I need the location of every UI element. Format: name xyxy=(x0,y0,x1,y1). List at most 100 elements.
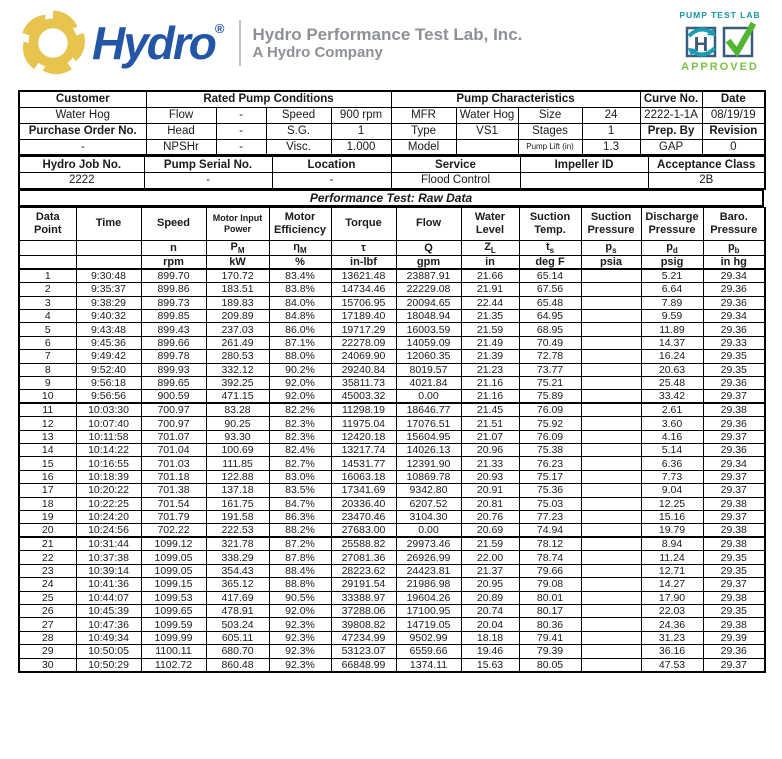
cell: 0.00 xyxy=(395,389,462,405)
cell: 209.89 xyxy=(205,308,270,324)
hydro-logo: Hydro® Hydro Performance Test Lab, Inc. … xyxy=(18,8,522,78)
cell: 27081.36 xyxy=(330,550,397,565)
cell: 29.34 xyxy=(702,268,766,284)
cell: 18 xyxy=(18,496,77,512)
revision-header: Revision xyxy=(701,122,766,140)
cell xyxy=(580,617,642,632)
speed-label: Speed xyxy=(265,106,332,124)
cell: 170.72 xyxy=(205,268,270,284)
raw-data-header: Data Point Time Speed Motor Input Power Moto… xyxy=(18,206,766,271)
cell: 29.33 xyxy=(702,335,766,351)
raw-data-table: Data Point Time Speed Motor Input Power Moto… xyxy=(18,206,766,673)
cell: 72.78 xyxy=(518,349,582,364)
cell: 29.38 xyxy=(702,617,766,632)
cell: 83.8% xyxy=(268,282,332,297)
cell: 26926.99 xyxy=(395,550,462,565)
stages-value: 1 xyxy=(581,122,641,140)
cell: 100.69 xyxy=(205,443,270,458)
cell: 122.88 xyxy=(205,469,270,485)
col-unit: rpm xyxy=(140,254,207,271)
mfr-value: Water Hog xyxy=(455,106,519,124)
cell: 20 xyxy=(18,523,77,539)
col-unit xyxy=(18,254,77,271)
cell: 75.89 xyxy=(518,389,582,405)
sg-value: 1 xyxy=(330,122,392,140)
cell: 1100.11 xyxy=(140,644,207,659)
cell: 3.60 xyxy=(640,416,704,431)
cell: 10:24:20 xyxy=(75,510,142,525)
cell: 29.36 xyxy=(702,322,766,337)
cell: 1 xyxy=(18,268,77,284)
cell: 29 xyxy=(18,644,77,659)
cell: 25588.82 xyxy=(330,536,397,552)
cell: 88.4% xyxy=(268,563,332,579)
cell: 10:16:55 xyxy=(75,456,142,471)
cell xyxy=(580,657,642,673)
cell: 19717.29 xyxy=(330,322,397,337)
cell: 80.01 xyxy=(518,590,582,606)
cell: 29.37 xyxy=(702,657,766,673)
cell: 18048.94 xyxy=(395,308,462,324)
cell: 90.25 xyxy=(205,416,270,431)
cell: 22278.09 xyxy=(330,335,397,351)
cell xyxy=(580,268,642,284)
cell: 14719.05 xyxy=(395,617,462,632)
cell: 14.37 xyxy=(640,335,704,351)
cell xyxy=(580,630,642,646)
cell: 354.43 xyxy=(205,563,270,579)
cell: 10 xyxy=(18,389,77,405)
cell: 5.21 xyxy=(640,268,704,284)
section-title: Performance Test: Raw Data xyxy=(18,189,764,207)
customer-header: Customer xyxy=(18,90,147,108)
cell: 10:45:39 xyxy=(75,603,142,619)
cell xyxy=(580,523,642,539)
cell xyxy=(580,590,642,606)
col-header: Motor Efficiency xyxy=(268,206,332,241)
col-header: Torque xyxy=(330,206,397,241)
cell: 9:49:42 xyxy=(75,349,142,364)
cell: 11.24 xyxy=(640,550,704,565)
cell: 39808.82 xyxy=(330,617,397,632)
col-symbol: ps xyxy=(580,239,642,256)
badge-title: PUMP TEST LAB xyxy=(679,10,761,20)
cell: 84.8% xyxy=(268,308,332,324)
table-row: 6 9:45:36 899.66 261.49 87.1% 22278.09 14059.0… xyxy=(18,335,766,351)
cell: 7.73 xyxy=(640,469,704,485)
cell: 12.25 xyxy=(640,496,704,512)
cell: 10:50:05 xyxy=(75,644,142,659)
cell: 5 xyxy=(18,322,77,337)
cell: 29.36 xyxy=(702,644,766,659)
cell: 29973.46 xyxy=(395,536,462,552)
visc-value: 1.000 xyxy=(330,138,392,156)
cell: 23887.91 xyxy=(395,268,462,284)
cell: 29.38 xyxy=(702,523,766,539)
table-row: 4 9:40:32 899.85 209.89 84.8% 17189.40 18048.9… xyxy=(18,308,766,324)
cell: 19604.26 xyxy=(395,590,462,606)
table-row: 17 10:20:22 701.38 137.18 83.5% 17341.69 9342.… xyxy=(18,483,766,498)
cell: 4.16 xyxy=(640,429,704,445)
npshr-value: - xyxy=(215,138,267,156)
cell: 76.23 xyxy=(518,456,582,471)
col-symbol: Q xyxy=(395,239,462,256)
table-row: 29 10:50:05 1100.11 680.70 92.3% 53123.07 6559… xyxy=(18,644,766,659)
cell: 29.35 xyxy=(702,603,766,619)
col-unit: kW xyxy=(205,254,270,271)
cell: 21.39 xyxy=(460,349,520,364)
cell: 29.38 xyxy=(702,590,766,606)
cell: 20.95 xyxy=(460,577,520,592)
cell: 15.16 xyxy=(640,510,704,525)
cell: 899.70 xyxy=(140,268,207,284)
cell: 22.00 xyxy=(460,550,520,565)
head-value: - xyxy=(215,122,267,140)
cell: 76.09 xyxy=(518,429,582,445)
cell: 20.96 xyxy=(460,443,520,458)
cell: 86.3% xyxy=(268,510,332,525)
cell: 392.25 xyxy=(205,375,270,391)
cell: 0.00 xyxy=(395,523,462,539)
table-row: 9 9:56:18 899.65 392.25 92.0% 35811.73 4021.84… xyxy=(18,375,766,391)
cell: 75.92 xyxy=(518,416,582,431)
cell: 5.14 xyxy=(640,443,704,458)
cell: 21.45 xyxy=(460,402,520,418)
cell: 20.89 xyxy=(460,590,520,606)
